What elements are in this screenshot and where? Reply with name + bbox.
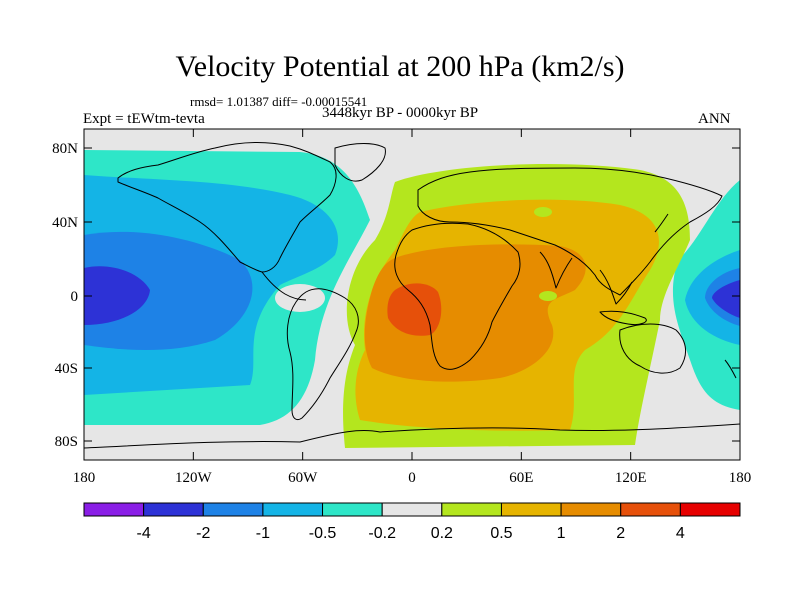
coastline-japan [654,213,669,233]
contour-pos-orange [364,244,586,382]
coastline-antarctica [84,423,740,449]
coastline-europe-asia [417,167,723,296]
coastline-indonesia [599,310,647,325]
colorbar-label: 0.5 [490,525,512,542]
coastline-central-america [261,271,307,301]
colorbar-label: 2 [616,525,625,542]
axis-ticks: 80N 40N 0 40S 80S 180 120W 60W 0 60E 120E 180 [52,129,751,486]
colorbar-swatch [262,502,324,517]
contour-neg-blue [84,231,253,350]
lon-tick-label: 120W [175,470,213,486]
colorbar-swatch [500,502,562,517]
colorbar-swatch [560,502,622,517]
colorbar-swatch [83,502,145,517]
coastline-australia [619,323,686,374]
period-label: 3448kyr BP - 0000kyr BP [322,105,479,121]
lon-tick-label: 180 [729,470,752,486]
neutral-oval [275,284,325,312]
coastline-southeast-asia [599,269,633,305]
coastline-india [539,251,573,289]
coastline-east-pacific-islands [724,359,737,379]
colorbar: -4 -2 -1 -0.5 -0.2 0.2 0.5 1 2 4 [83,502,741,542]
experiment-label: Expt = tEWtm-tevta [83,111,205,127]
lon-tick-label: 60W [288,470,318,486]
colorbar-label: -4 [137,525,151,542]
lat-tick-label: 80S [55,434,78,450]
contour-field [84,129,740,460]
colorbar-swatch [202,502,264,517]
colorbar-label: 4 [676,525,685,542]
colorbar-label: 1 [557,525,566,542]
rmsd-diff-stats: rmsd= 1.01387 diff= -0.00015541 [190,94,368,109]
colorbar-swatch [381,502,443,517]
lon-tick-label: 120E [615,470,647,486]
colorbar-label: -1 [256,525,270,542]
lat-tick-label: 40N [52,215,78,231]
coastline-north-america [117,141,337,273]
coastline-south-america [286,288,359,421]
season-label: ANN [698,111,731,127]
colorbar-swatch [620,502,681,517]
lon-tick-label: 0 [408,470,416,486]
coastline-greenland [334,143,386,182]
lon-tick-label: 60E [509,470,533,486]
plot-title: Velocity Potential at 200 hPa (km2/s) [175,50,625,83]
lat-tick-label: 0 [71,289,79,305]
colorbar-swatch [322,502,383,517]
colorbar-swatch [143,502,204,517]
coastlines [84,141,740,449]
colorbar-label: -0.5 [309,525,337,542]
colorbar-label: -0.2 [368,525,396,542]
lat-tick-label: 80N [52,141,78,157]
contour-neg-dark [84,266,150,325]
colorbar-swatch [441,502,502,517]
contour-east-dark [712,280,740,318]
colorbar-label: 0.2 [431,525,453,542]
contour-pos-red [387,283,442,336]
lat-tick-label: 40S [55,361,78,377]
coastline-africa [394,222,521,370]
lon-tick-label: 180 [73,470,96,486]
lightgreen-patch-2 [534,207,552,217]
lightgreen-patch [539,291,557,301]
colorbar-swatch [679,502,741,517]
colorbar-label: -2 [196,525,210,542]
